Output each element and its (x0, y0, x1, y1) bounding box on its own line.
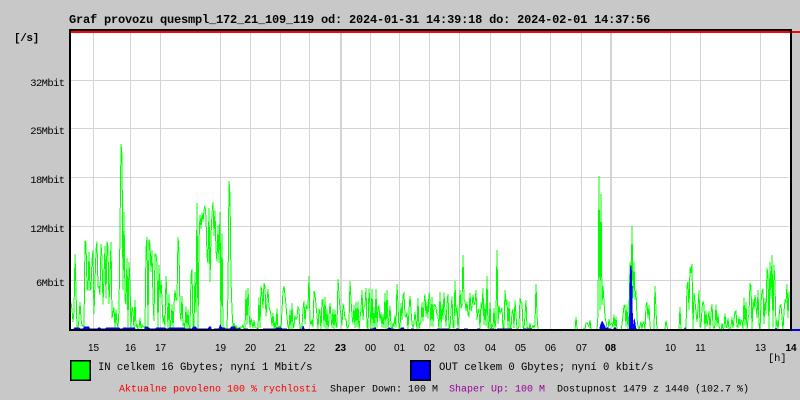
svg-text:03: 03 (454, 343, 466, 354)
svg-text:05: 05 (515, 343, 527, 354)
svg-text:13: 13 (755, 343, 767, 354)
svg-text:Aktualne povoleno 100 % rychlo: Aktualne povoleno 100 % rychlosti (119, 384, 317, 396)
svg-text:12Mbit: 12Mbit (30, 224, 65, 236)
svg-text:18Mbit: 18Mbit (30, 175, 65, 187)
svg-text:IN celkem 16 Gbytes; nyní 1 Mb: IN celkem 16 Gbytes; nyní 1 Mbit/s (98, 362, 312, 374)
svg-text:10: 10 (665, 343, 677, 354)
svg-text:02: 02 (424, 343, 436, 354)
svg-text:01: 01 (394, 343, 406, 354)
svg-text:23: 23 (335, 343, 347, 354)
svg-text:Shaper Down: 100 M: Shaper Down: 100 M (330, 384, 438, 396)
svg-text:Graf provozu quesmpl_172_21_10: Graf provozu quesmpl_172_21_109_119 od: … (69, 13, 650, 27)
svg-text:OUT celkem 0 Gbytes; nyní 0 kb: OUT celkem 0 Gbytes; nyní 0 kbit/s (439, 362, 653, 374)
svg-text:22: 22 (304, 343, 316, 354)
svg-text:6Mbit: 6Mbit (36, 278, 65, 290)
svg-text:15: 15 (88, 343, 100, 354)
svg-text:21: 21 (275, 343, 287, 354)
svg-text:Dostupnost 1479 z 1440 (102.7: Dostupnost 1479 z 1440 (102.7 %) (557, 384, 749, 396)
svg-text:11: 11 (695, 343, 706, 354)
svg-text:07: 07 (576, 343, 588, 354)
svg-text:16: 16 (125, 343, 137, 354)
svg-text:06: 06 (545, 343, 557, 354)
svg-text:17: 17 (155, 343, 167, 354)
svg-text:[/s]: [/s] (14, 33, 39, 45)
svg-text:19: 19 (215, 343, 227, 354)
svg-text:08: 08 (605, 343, 617, 354)
svg-text:04: 04 (485, 343, 497, 354)
svg-text:Shaper Up: 100 M: Shaper Up: 100 M (449, 384, 545, 396)
svg-text:32Mbit: 32Mbit (30, 78, 65, 90)
svg-text:20: 20 (245, 343, 257, 354)
svg-text:00: 00 (365, 343, 377, 354)
svg-text:14: 14 (785, 343, 797, 354)
svg-text:[h]: [h] (768, 353, 786, 365)
svg-text:25Mbit: 25Mbit (30, 126, 65, 138)
